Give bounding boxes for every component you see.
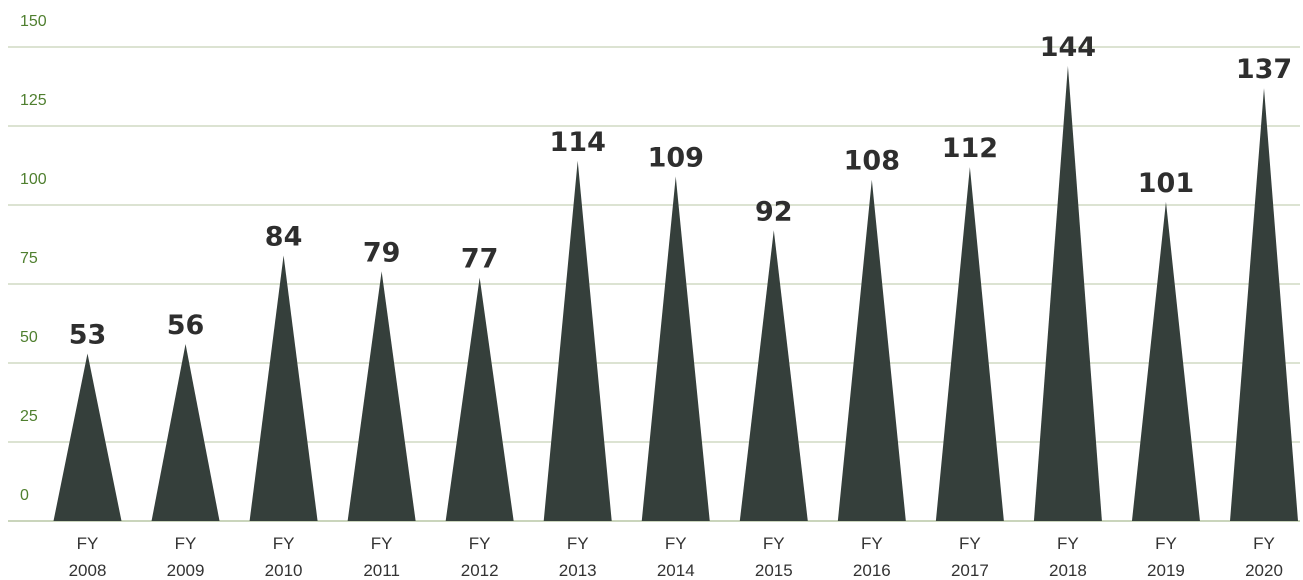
- x-tick-label: FY: [763, 534, 785, 553]
- x-tick-label: 2020: [1245, 561, 1283, 580]
- x-axis: FY 2008 FY 2009 FY 2010 FY 2011 FY 2012 FY 2013 FY 20…: [69, 534, 1283, 580]
- x-tick-label: FY: [469, 534, 491, 553]
- bar-triangle: [935, 167, 1004, 521]
- bar-triangle: [543, 160, 612, 521]
- x-tick-label: 2014: [657, 561, 695, 580]
- x-tick-label: 2011: [363, 561, 400, 580]
- data-label: 53: [69, 320, 107, 351]
- y-tick-label: 125: [20, 92, 47, 109]
- bar-triangle: [1033, 65, 1102, 522]
- bar-triangle: [249, 255, 318, 521]
- data-labels: 53 56 84 79 77 114 109 92 108 112 144 101 137: [69, 32, 1292, 351]
- x-tick-label: 2009: [167, 561, 205, 580]
- x-tick-label: 2016: [853, 561, 891, 580]
- x-tick-label: FY: [1057, 534, 1079, 553]
- y-tick-label: 75: [20, 250, 38, 267]
- data-label: 92: [755, 196, 793, 227]
- data-label: 112: [942, 133, 998, 164]
- y-tick-label: 0: [20, 487, 29, 504]
- data-label: 77: [461, 244, 499, 275]
- x-tick-label: 2008: [69, 561, 107, 580]
- x-tick-label: 2018: [1049, 561, 1087, 580]
- data-label: 144: [1040, 32, 1096, 63]
- data-label: 84: [265, 222, 303, 253]
- data-label: 109: [648, 143, 704, 174]
- x-tick-label: FY: [861, 534, 883, 553]
- data-label: 56: [167, 310, 205, 341]
- x-tick-label: 2017: [951, 561, 989, 580]
- bar-triangle: [641, 176, 710, 521]
- x-tick-label: FY: [1253, 534, 1275, 553]
- data-label: 108: [844, 146, 900, 177]
- bar-triangle: [837, 179, 906, 521]
- y-tick-label: 100: [20, 171, 47, 188]
- y-tick-label: 50: [20, 329, 38, 346]
- y-tick-label: 150: [20, 13, 47, 30]
- x-tick-label: FY: [567, 534, 589, 553]
- x-tick-label: 2013: [559, 561, 597, 580]
- bar-triangle: [1131, 201, 1200, 521]
- x-tick-label: FY: [273, 534, 295, 553]
- bar-triangle: [1230, 88, 1298, 521]
- y-axis: 0 25 50 75 100 125 150: [20, 13, 47, 504]
- bar-triangle: [739, 230, 808, 521]
- bars: [53, 65, 1298, 522]
- x-tick-label: FY: [77, 534, 99, 553]
- data-label: 137: [1236, 54, 1292, 85]
- x-tick-label: 2010: [265, 561, 303, 580]
- bar-triangle: [445, 277, 514, 521]
- x-tick-label: FY: [665, 534, 687, 553]
- x-tick-label: FY: [1155, 534, 1177, 553]
- bar-triangle: [151, 344, 220, 521]
- x-tick-label: FY: [175, 534, 197, 553]
- bar-triangle: [53, 353, 122, 521]
- x-tick-label: 2015: [755, 561, 793, 580]
- x-tick-label: FY: [959, 534, 981, 553]
- bar-triangle: [347, 271, 416, 521]
- data-label: 114: [550, 127, 606, 158]
- x-tick-label: 2019: [1147, 561, 1185, 580]
- data-label: 79: [363, 237, 401, 268]
- data-label: 101: [1138, 168, 1194, 199]
- x-tick-label: 2012: [461, 561, 499, 580]
- x-tick-label: FY: [371, 534, 393, 553]
- y-tick-label: 25: [20, 408, 38, 425]
